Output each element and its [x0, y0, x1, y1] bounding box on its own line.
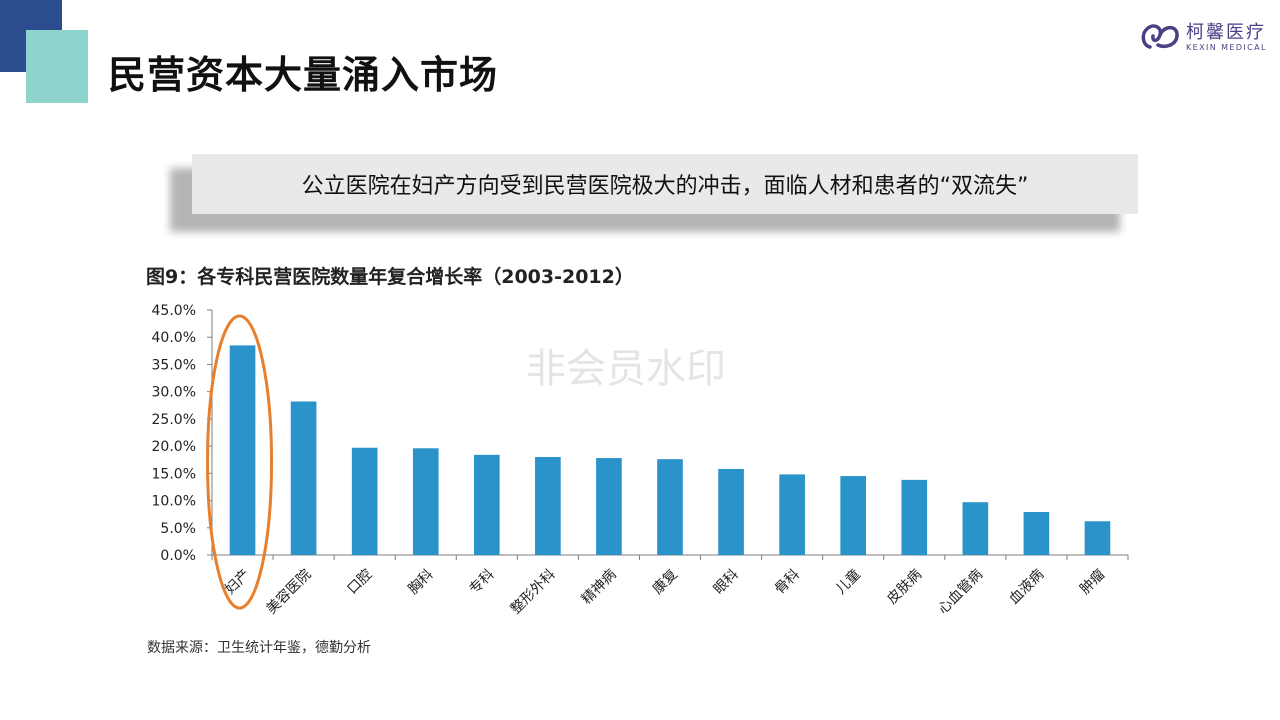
x-tick-label: 儿童	[832, 566, 864, 598]
y-tick-label: 5.0%	[160, 521, 196, 537]
bar-胸科	[412, 448, 439, 555]
bar-骨科	[779, 474, 805, 555]
y-tick-label: 30.0%	[152, 385, 196, 401]
bar-妇产	[229, 345, 256, 555]
bar-chart: 0.0% 5.0% 10.0% 15.0% 20.0% 25.0% 30.0% 35.0% 40…	[152, 303, 1129, 618]
callout-text: 公立医院在妇产方向受到民营医院极大的冲击，面临人材和患者的“双流失”	[301, 174, 1029, 199]
slide-title: 民营资本大量涌入市场	[108, 53, 499, 97]
y-tick-label: 20.0%	[152, 439, 196, 455]
highlight-ellipse	[206, 314, 274, 610]
bar-口腔	[351, 447, 378, 555]
chart-title: 图9：各专科民营医院数量年复合增长率（2003-2012）	[146, 266, 634, 288]
bar-专科	[473, 454, 500, 555]
y-tick-label: 35.0%	[152, 357, 196, 373]
source-note: 数据来源：卫生统计年鉴，德勤分析	[147, 640, 371, 656]
x-tick-label: 血液病	[1006, 567, 1047, 608]
x-tick-label: 专科	[467, 567, 498, 598]
x-tick-label: 美容医院	[263, 566, 315, 618]
x-tick-label: 肿瘤	[1076, 566, 1108, 598]
bar-肿瘤	[1084, 521, 1111, 555]
y-tick-label: 40.0%	[152, 330, 196, 346]
y-tick-label: 0.0%	[160, 548, 196, 564]
x-tick-label: 胸科	[405, 567, 436, 598]
watermark-text: 非会员水印	[526, 346, 726, 392]
company-logo: 柯馨医疗 KEXIN MEDICAL	[1140, 16, 1272, 56]
x-tick-label: 口腔	[344, 567, 375, 598]
callout-box: 公立医院在妇产方向受到民营医院极大的冲击，面临人材和患者的“双流失”	[192, 154, 1138, 214]
corner-teal-block	[26, 30, 88, 103]
bar-皮肤病	[901, 479, 928, 555]
x-tick-label: 康复	[649, 566, 681, 598]
x-tick-label: 皮肤病	[884, 567, 925, 608]
bar-眼科	[718, 468, 744, 555]
bar-心血管病	[962, 502, 989, 555]
bar-精神病	[596, 458, 622, 555]
bar-儿童	[840, 476, 867, 555]
y-tick-label: 45.0%	[152, 303, 196, 319]
logo-chinese-name: 柯馨医疗	[1186, 22, 1266, 43]
bar-康复	[657, 459, 683, 555]
x-tick-label: 眼科	[711, 567, 742, 598]
x-tick-label: 心血管病	[935, 567, 986, 618]
x-tick-label: 骨科	[772, 567, 803, 598]
bar-美容医院	[290, 401, 317, 555]
y-tick-label: 15.0%	[152, 466, 196, 482]
logo-mark-icon	[1141, 24, 1179, 49]
y-tick-label: 10.0%	[152, 494, 196, 510]
bar-整形外科	[535, 457, 561, 555]
logo-english-name: KEXIN MEDICAL	[1186, 43, 1267, 52]
x-tick-label: 整形外科	[508, 567, 559, 618]
y-tick-label: 25.0%	[152, 412, 196, 428]
x-tick-label: 精神病	[579, 567, 620, 608]
bar-血液病	[1023, 511, 1050, 555]
